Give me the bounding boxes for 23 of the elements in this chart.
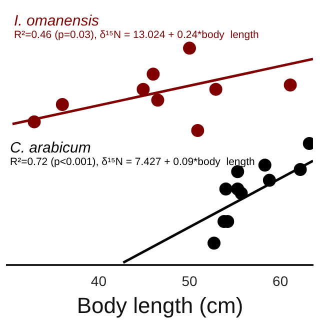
x-tick-label: 50 [182,273,198,290]
x-tick-label: 60 [272,273,288,290]
annotation: R²=0.72 (p<0.001), δ¹⁵N = 7.427 + 0.09*body length [10,156,256,168]
point [151,94,164,107]
text: R²=0.46 (p=0.03), δ¹⁵N = 13.024 + 0.24*body length [14,29,260,42]
x-tick-label: 40 [90,273,107,290]
text: I. omanensis [14,12,100,30]
point [284,78,297,92]
point [28,115,41,128]
point [219,182,232,196]
text: C. arabicum [10,140,91,157]
x-axis-title: Body length (cm) [76,292,244,318]
point [191,124,204,137]
point [183,42,196,55]
point [146,68,160,81]
point [262,174,276,187]
point [234,186,248,200]
point [209,82,222,96]
point [56,98,69,111]
point [136,82,150,96]
point [208,236,221,250]
point [294,162,307,176]
point [258,158,272,172]
